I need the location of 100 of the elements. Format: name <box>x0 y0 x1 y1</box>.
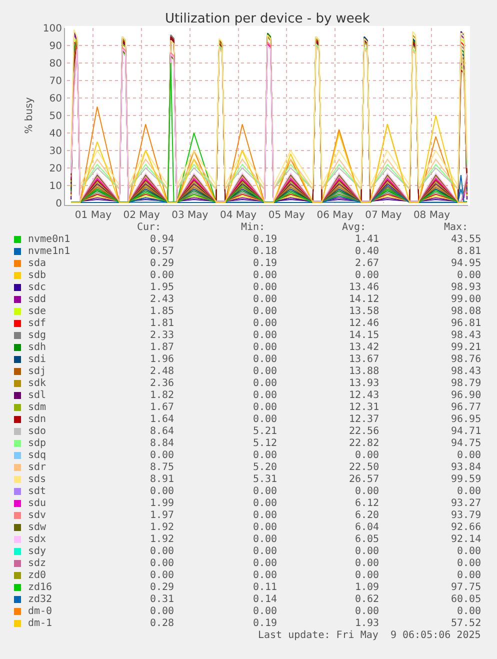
text: 2.43 <box>150 294 174 305</box>
text: 13.58 <box>349 306 380 317</box>
text: 94.95 <box>451 258 482 269</box>
text: 5.31 <box>253 474 278 485</box>
text: 2.33 <box>150 330 174 341</box>
text: 0.00 <box>253 450 278 461</box>
x-tick-label: 08 May <box>413 210 450 221</box>
text: Cur: <box>137 222 162 233</box>
text: 98.08 <box>451 306 482 317</box>
text: 6.04 <box>355 522 380 533</box>
text: 1.95 <box>150 282 174 293</box>
y-axis-title: % busy <box>24 97 35 134</box>
legend-label: sdy <box>28 546 46 557</box>
text: 13.46 <box>349 282 380 293</box>
text: 0.19 <box>253 618 278 629</box>
text: 1.87 <box>150 342 174 353</box>
legend-label: sdw <box>28 522 48 533</box>
text: 0.28 <box>150 618 174 629</box>
text: 0.00 <box>253 342 278 353</box>
text: 0.00 <box>457 606 482 617</box>
text: 0.00 <box>457 570 482 581</box>
text: 0.00 <box>253 510 278 521</box>
text: 5.20 <box>253 462 278 473</box>
legend-label: sdu <box>28 498 46 509</box>
legend-label: sdn <box>28 414 46 425</box>
text: 1.81 <box>150 318 174 329</box>
text: 12.37 <box>349 414 380 425</box>
legend-label: sds <box>28 474 46 485</box>
legend-label: sdm <box>28 402 46 413</box>
y-tick-label: 40 <box>49 128 62 140</box>
text: 0.00 <box>150 606 174 617</box>
text: 1.67 <box>150 402 174 413</box>
text: 0.00 <box>457 486 482 497</box>
text: 0.00 <box>253 390 278 401</box>
text: 14.15 <box>349 330 380 341</box>
text: 0.00 <box>253 414 278 425</box>
text: 0.00 <box>355 546 380 557</box>
text: 0.11 <box>253 582 278 593</box>
legend-label: nvme1n1 <box>28 246 70 257</box>
text: 22.50 <box>349 462 380 473</box>
text: 0.00 <box>457 270 482 281</box>
text: 1.96 <box>150 354 174 365</box>
text: 99.00 <box>451 294 482 305</box>
legend-label: sdl <box>28 390 46 401</box>
text: 2.48 <box>150 366 174 377</box>
text: 98.93 <box>451 282 482 293</box>
text: 0.00 <box>355 558 380 569</box>
y-tick-label: 70 <box>49 76 62 87</box>
x-tick-label: 01 May <box>74 210 112 221</box>
text: 0.00 <box>253 402 278 413</box>
text: 8.84 <box>150 438 174 449</box>
y-tick-label: 90 <box>49 41 62 52</box>
text: 96.95 <box>451 414 482 425</box>
text: 22.56 <box>349 426 380 437</box>
legend-label: sdi <box>28 354 46 365</box>
text: 2.36 <box>150 378 174 389</box>
text: 13.88 <box>349 366 380 377</box>
text: 0.00 <box>253 534 278 545</box>
x-tick-label: 02 May <box>123 210 160 221</box>
y-tick-label: 60 <box>49 94 62 104</box>
text: 60.05 <box>451 594 482 605</box>
legend-label: nvme0n1 <box>28 234 70 245</box>
text: 98.43 <box>451 330 482 341</box>
text: 0.00 <box>253 282 278 293</box>
text: Max: <box>444 222 468 233</box>
legend-label: sde <box>28 306 46 317</box>
text: 13.93 <box>349 378 380 389</box>
text: 0.19 <box>253 258 278 269</box>
text: 0.57 <box>150 246 174 257</box>
text: 0.00 <box>150 558 174 569</box>
text: 0.19 <box>253 234 278 245</box>
text: 0.00 <box>150 270 174 281</box>
text: 1.82 <box>150 390 174 401</box>
text: 0.94 <box>150 234 174 245</box>
text: 0.29 <box>150 582 174 593</box>
text: 0.00 <box>253 486 278 497</box>
text: 96.77 <box>451 402 482 413</box>
text: 0.00 <box>253 498 278 509</box>
text: 6.20 <box>355 510 380 521</box>
text: 0.00 <box>253 306 278 317</box>
text: 93.79 <box>451 510 482 521</box>
text: 8.64 <box>150 426 174 437</box>
text: 0.00 <box>355 450 380 461</box>
legend-label: sda <box>28 258 46 269</box>
text: 5.21 <box>253 426 278 437</box>
y-tick-label: 30 <box>49 146 62 157</box>
text: 2.67 <box>355 258 380 269</box>
text: 12.43 <box>349 390 380 401</box>
text: 13.67 <box>349 354 380 365</box>
text: 43.55 <box>451 234 482 245</box>
legend-label: dm-0 <box>28 606 52 617</box>
legend-label: sdc <box>28 282 46 293</box>
text: 0.00 <box>253 378 278 389</box>
text: 0.00 <box>253 546 278 557</box>
text: Avg: <box>342 222 366 233</box>
text: 13.42 <box>349 342 380 353</box>
text: 0.00 <box>150 450 174 461</box>
legend-label: zd0 <box>28 570 46 581</box>
x-tick-label: 04 May <box>220 210 257 221</box>
text: 6.12 <box>355 498 380 509</box>
